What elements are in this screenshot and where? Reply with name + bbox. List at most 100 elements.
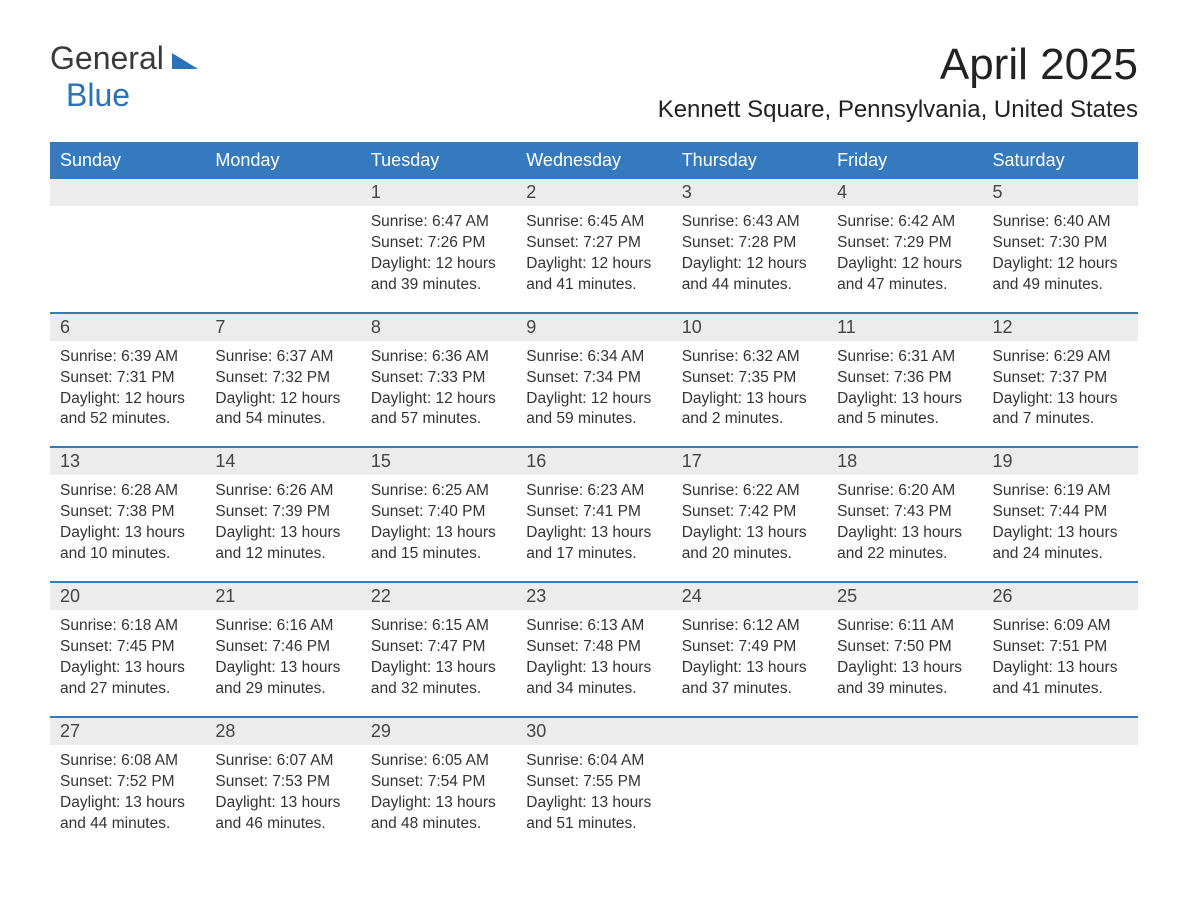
day-body: Sunrise: 6:05 AMSunset: 7:54 PMDaylight:… <box>361 745 516 835</box>
sunset-text: Sunset: 7:46 PM <box>215 637 350 658</box>
day-number: 22 <box>361 583 516 610</box>
day-cell: 1Sunrise: 6:47 AMSunset: 7:26 PMDaylight… <box>361 179 516 312</box>
day-body: Sunrise: 6:47 AMSunset: 7:26 PMDaylight:… <box>361 206 516 296</box>
day-body: Sunrise: 6:37 AMSunset: 7:32 PMDaylight:… <box>205 341 360 431</box>
title-block: April 2025 Kennett Square, Pennsylvania,… <box>658 40 1138 124</box>
sunrise-text: Sunrise: 6:12 AM <box>682 616 817 637</box>
sunrise-text: Sunrise: 6:15 AM <box>371 616 506 637</box>
daylight-text: Daylight: 13 hours and 20 minutes. <box>682 523 817 565</box>
sunset-text: Sunset: 7:54 PM <box>371 772 506 793</box>
day-cell: 13Sunrise: 6:28 AMSunset: 7:38 PMDayligh… <box>50 448 205 581</box>
daylight-text: Daylight: 13 hours and 22 minutes. <box>837 523 972 565</box>
weeks-container: 1Sunrise: 6:47 AMSunset: 7:26 PMDaylight… <box>50 179 1138 850</box>
day-cell: 8Sunrise: 6:36 AMSunset: 7:33 PMDaylight… <box>361 314 516 447</box>
dow-cell: Sunday <box>50 142 205 179</box>
sunset-text: Sunset: 7:30 PM <box>993 233 1128 254</box>
day-cell: 14Sunrise: 6:26 AMSunset: 7:39 PMDayligh… <box>205 448 360 581</box>
day-cell: 11Sunrise: 6:31 AMSunset: 7:36 PMDayligh… <box>827 314 982 447</box>
sunset-text: Sunset: 7:42 PM <box>682 502 817 523</box>
sunrise-text: Sunrise: 6:09 AM <box>993 616 1128 637</box>
sunset-text: Sunset: 7:38 PM <box>60 502 195 523</box>
day-cell: 6Sunrise: 6:39 AMSunset: 7:31 PMDaylight… <box>50 314 205 447</box>
daylight-text: Daylight: 13 hours and 17 minutes. <box>526 523 661 565</box>
day-cell: 19Sunrise: 6:19 AMSunset: 7:44 PMDayligh… <box>983 448 1138 581</box>
day-cell: 25Sunrise: 6:11 AMSunset: 7:50 PMDayligh… <box>827 583 982 716</box>
sunrise-text: Sunrise: 6:43 AM <box>682 212 817 233</box>
day-body: Sunrise: 6:39 AMSunset: 7:31 PMDaylight:… <box>50 341 205 431</box>
daylight-text: Daylight: 12 hours and 41 minutes. <box>526 254 661 296</box>
day-body: Sunrise: 6:13 AMSunset: 7:48 PMDaylight:… <box>516 610 671 700</box>
day-number: 14 <box>205 448 360 475</box>
daylight-text: Daylight: 12 hours and 44 minutes. <box>682 254 817 296</box>
daylight-text: Daylight: 13 hours and 32 minutes. <box>371 658 506 700</box>
day-body: Sunrise: 6:20 AMSunset: 7:43 PMDaylight:… <box>827 475 982 565</box>
day-cell <box>50 179 205 312</box>
sunset-text: Sunset: 7:55 PM <box>526 772 661 793</box>
day-cell <box>205 179 360 312</box>
daylight-text: Daylight: 13 hours and 46 minutes. <box>215 793 350 835</box>
sunset-text: Sunset: 7:33 PM <box>371 368 506 389</box>
day-number <box>205 179 360 206</box>
sunrise-text: Sunrise: 6:13 AM <box>526 616 661 637</box>
sunrise-text: Sunrise: 6:47 AM <box>371 212 506 233</box>
day-number: 4 <box>827 179 982 206</box>
daylight-text: Daylight: 12 hours and 47 minutes. <box>837 254 972 296</box>
sunrise-text: Sunrise: 6:37 AM <box>215 347 350 368</box>
daylight-text: Daylight: 12 hours and 39 minutes. <box>371 254 506 296</box>
dow-cell: Monday <box>205 142 360 179</box>
sunset-text: Sunset: 7:35 PM <box>682 368 817 389</box>
day-cell <box>827 718 982 851</box>
day-number: 16 <box>516 448 671 475</box>
sunset-text: Sunset: 7:53 PM <box>215 772 350 793</box>
day-number: 1 <box>361 179 516 206</box>
day-number: 24 <box>672 583 827 610</box>
daylight-text: Daylight: 13 hours and 37 minutes. <box>682 658 817 700</box>
sunrise-text: Sunrise: 6:22 AM <box>682 481 817 502</box>
sunrise-text: Sunrise: 6:29 AM <box>993 347 1128 368</box>
sunrise-text: Sunrise: 6:20 AM <box>837 481 972 502</box>
week-row: 20Sunrise: 6:18 AMSunset: 7:45 PMDayligh… <box>50 581 1138 716</box>
day-cell <box>672 718 827 851</box>
sunrise-text: Sunrise: 6:45 AM <box>526 212 661 233</box>
sunrise-text: Sunrise: 6:16 AM <box>215 616 350 637</box>
day-body: Sunrise: 6:26 AMSunset: 7:39 PMDaylight:… <box>205 475 360 565</box>
day-cell: 3 Sunrise: 6:43 AMSunset: 7:28 PMDaylight… <box>672 179 827 312</box>
calendar: SundayMondayTuesdayWednesdayThursdayFrid… <box>50 142 1138 850</box>
day-body: Sunrise: 6:04 AMSunset: 7:55 PMDaylight:… <box>516 745 671 835</box>
day-cell <box>983 718 1138 851</box>
day-number: 12 <box>983 314 1138 341</box>
day-number: 26 <box>983 583 1138 610</box>
day-cell: 12Sunrise: 6:29 AMSunset: 7:37 PMDayligh… <box>983 314 1138 447</box>
day-body: Sunrise: 6:29 AMSunset: 7:37 PMDaylight:… <box>983 341 1138 431</box>
day-number: 8 <box>361 314 516 341</box>
day-cell: 20Sunrise: 6:18 AMSunset: 7:45 PMDayligh… <box>50 583 205 716</box>
day-number: 13 <box>50 448 205 475</box>
daylight-text: Daylight: 12 hours and 52 minutes. <box>60 389 195 431</box>
day-cell: 18Sunrise: 6:20 AMSunset: 7:43 PMDayligh… <box>827 448 982 581</box>
daylight-text: Daylight: 13 hours and 2 minutes. <box>682 389 817 431</box>
daylight-text: Daylight: 13 hours and 24 minutes. <box>993 523 1128 565</box>
brand-line1: General <box>50 40 164 76</box>
sunset-text: Sunset: 7:36 PM <box>837 368 972 389</box>
logo-flag-icon <box>172 56 198 73</box>
day-body: Sunrise: 6:07 AMSunset: 7:53 PMDaylight:… <box>205 745 360 835</box>
day-number <box>50 179 205 206</box>
day-number: 28 <box>205 718 360 745</box>
day-number: 3 <box>672 179 827 206</box>
day-body: Sunrise: 6:19 AMSunset: 7:44 PMDaylight:… <box>983 475 1138 565</box>
day-body: Sunrise: 6:42 AMSunset: 7:29 PMDaylight:… <box>827 206 982 296</box>
day-body: Sunrise: 6:45 AMSunset: 7:27 PMDaylight:… <box>516 206 671 296</box>
week-row: 13 Sunrise: 6:28 AMSunset: 7:38 PM Dayligh… <box>50 446 1138 581</box>
day-number: 9 <box>516 314 671 341</box>
day-cell: 4Sunrise: 6:42 AMSunset: 7:29 PMDaylight… <box>827 179 982 312</box>
day-body: Sunrise: 6:16 AMSunset: 7:46 PMDaylight:… <box>205 610 360 700</box>
day-body: Sunrise: 6:18 AMSunset: 7:45 PMDaylight:… <box>50 610 205 700</box>
sunrise-text: Sunrise: 6:28 AM <box>60 481 195 502</box>
sunrise-text: Sunrise: 6:07 AM <box>215 751 350 772</box>
day-body: Sunrise: 6:12 AMSunset: 7:49 PMDaylight:… <box>672 610 827 700</box>
week-row: 1Sunrise: 6:47 AMSunset: 7:26 PMDaylight… <box>50 179 1138 312</box>
sunset-text: Sunset: 7:26 PM <box>371 233 506 254</box>
sunset-text: Sunset: 7:28 PM <box>682 233 817 254</box>
day-number: 19 <box>983 448 1138 475</box>
day-number: 6 <box>50 314 205 341</box>
